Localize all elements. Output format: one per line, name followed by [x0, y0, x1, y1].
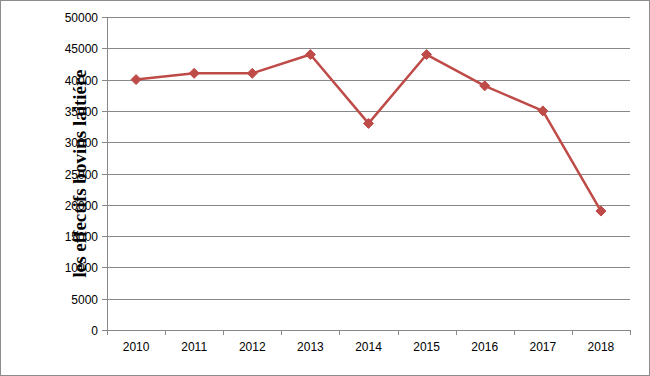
- x-tick-label: 2016: [471, 340, 498, 354]
- data-point: [422, 50, 432, 60]
- data-point: [247, 68, 257, 78]
- x-tick: [281, 330, 282, 335]
- grid-line: [107, 236, 630, 237]
- y-tick: [102, 299, 107, 300]
- x-tick-label: 2010: [123, 340, 150, 354]
- y-tick-label: 45000: [65, 42, 99, 56]
- x-tick-label: 2017: [529, 340, 556, 354]
- grid-line: [107, 205, 630, 206]
- grid-line: [107, 17, 630, 18]
- y-tick: [102, 205, 107, 206]
- grid-line: [107, 330, 630, 331]
- x-tick-label: 2014: [355, 340, 382, 354]
- y-tick: [102, 80, 107, 81]
- data-point: [596, 206, 606, 216]
- x-tick-label: 2015: [413, 340, 440, 354]
- x-tick: [223, 330, 224, 335]
- x-tick: [398, 330, 399, 335]
- y-axis: [107, 17, 108, 330]
- x-tick: [630, 330, 631, 335]
- y-tick-label: 50000: [65, 11, 99, 25]
- y-tick: [102, 236, 107, 237]
- y-tick: [102, 267, 107, 268]
- y-tick: [102, 17, 107, 18]
- x-tick-label: 2011: [181, 340, 207, 354]
- x-tick-label: 2013: [297, 340, 324, 354]
- chart-frame: [1, 1, 650, 376]
- grid-line: [107, 48, 630, 49]
- x-tick: [572, 330, 573, 335]
- x-tick: [514, 330, 515, 335]
- data-point: [305, 50, 315, 60]
- grid-line: [107, 299, 630, 300]
- y-tick: [102, 330, 107, 331]
- grid-line: [107, 142, 630, 143]
- grid-line: [107, 111, 630, 112]
- data-point: [364, 118, 374, 128]
- x-tick: [456, 330, 457, 335]
- grid-line: [107, 80, 630, 81]
- chart-svg: 0500010000150002000025000300003500040000…: [0, 0, 650, 376]
- data-point: [131, 75, 141, 85]
- chart-container: 0500010000150002000025000300003500040000…: [0, 0, 650, 376]
- y-tick-label: 0: [91, 324, 98, 338]
- x-tick: [339, 330, 340, 335]
- x-tick-label: 2012: [239, 340, 266, 354]
- y-tick-label: 5000: [71, 293, 98, 307]
- data-point: [538, 106, 548, 116]
- grid-line: [107, 174, 630, 175]
- data-point: [189, 68, 199, 78]
- data-point: [480, 81, 490, 91]
- y-tick: [102, 174, 107, 175]
- plot-group: [131, 50, 606, 217]
- x-tick: [107, 330, 108, 335]
- y-tick: [102, 48, 107, 49]
- x-axis: [107, 330, 630, 331]
- y-axis-label: les effectifs bovins laitiére: [69, 69, 90, 277]
- x-tick: [165, 330, 166, 335]
- data-line: [136, 55, 601, 212]
- y-tick: [102, 111, 107, 112]
- grid-line: [107, 267, 630, 268]
- y-tick: [102, 142, 107, 143]
- x-tick-label: 2018: [588, 340, 615, 354]
